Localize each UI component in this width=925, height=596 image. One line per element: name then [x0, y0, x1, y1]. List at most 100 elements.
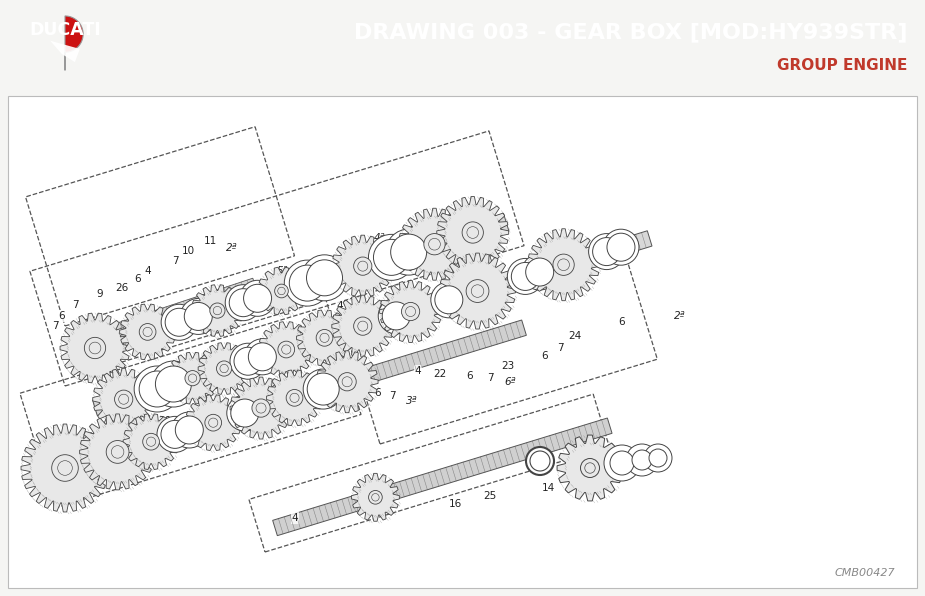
- Text: 6ª: 6ª: [504, 377, 516, 387]
- Circle shape: [585, 462, 595, 473]
- Text: 3ª: 3ª: [406, 396, 418, 406]
- Circle shape: [230, 399, 259, 427]
- Circle shape: [431, 282, 467, 318]
- Circle shape: [353, 317, 372, 336]
- Text: GROUP ENGINE: GROUP ENGINE: [777, 58, 907, 73]
- Text: 17: 17: [92, 433, 105, 443]
- Circle shape: [320, 333, 329, 343]
- Circle shape: [166, 308, 193, 336]
- Circle shape: [342, 377, 352, 387]
- Circle shape: [632, 450, 652, 470]
- Circle shape: [368, 491, 382, 504]
- Text: 26: 26: [324, 353, 337, 363]
- Circle shape: [89, 342, 101, 354]
- Circle shape: [390, 234, 426, 270]
- Circle shape: [161, 305, 197, 340]
- Circle shape: [386, 229, 432, 275]
- Text: 4: 4: [144, 266, 152, 276]
- Circle shape: [507, 259, 543, 294]
- Text: 6ª: 6ª: [142, 316, 154, 326]
- Circle shape: [286, 389, 302, 406]
- Text: 7: 7: [557, 343, 563, 353]
- Polygon shape: [50, 41, 80, 62]
- Circle shape: [303, 369, 343, 409]
- Polygon shape: [92, 368, 154, 430]
- Text: 14: 14: [541, 483, 555, 493]
- Circle shape: [581, 458, 599, 477]
- Circle shape: [649, 449, 667, 467]
- Text: 22: 22: [434, 369, 447, 379]
- Text: 6: 6: [375, 388, 381, 398]
- Circle shape: [52, 455, 79, 482]
- Text: 6: 6: [135, 274, 142, 284]
- Circle shape: [471, 285, 484, 297]
- Text: 6: 6: [619, 317, 625, 327]
- Circle shape: [316, 330, 333, 346]
- Polygon shape: [63, 320, 526, 476]
- Circle shape: [374, 240, 410, 275]
- Circle shape: [214, 306, 222, 315]
- Circle shape: [530, 451, 550, 471]
- Text: 9: 9: [97, 289, 104, 299]
- Circle shape: [57, 461, 72, 476]
- Circle shape: [338, 372, 356, 391]
- Polygon shape: [166, 352, 218, 404]
- Polygon shape: [119, 304, 176, 360]
- Circle shape: [161, 420, 189, 448]
- Text: 13: 13: [611, 467, 624, 477]
- Circle shape: [142, 433, 159, 450]
- Circle shape: [435, 286, 462, 314]
- Circle shape: [401, 302, 420, 321]
- Circle shape: [512, 262, 539, 290]
- Text: 19: 19: [142, 421, 154, 431]
- Circle shape: [553, 254, 574, 275]
- Circle shape: [405, 306, 415, 316]
- Polygon shape: [332, 295, 394, 357]
- Circle shape: [216, 361, 231, 376]
- Circle shape: [209, 418, 217, 427]
- Circle shape: [526, 447, 554, 475]
- Circle shape: [115, 390, 133, 408]
- Circle shape: [146, 437, 155, 446]
- Circle shape: [204, 414, 222, 431]
- Polygon shape: [185, 395, 241, 451]
- Circle shape: [240, 280, 276, 316]
- Polygon shape: [68, 278, 257, 353]
- Circle shape: [588, 234, 624, 269]
- Circle shape: [378, 298, 414, 334]
- Polygon shape: [297, 310, 352, 366]
- Polygon shape: [191, 285, 243, 336]
- Polygon shape: [316, 351, 378, 412]
- Circle shape: [607, 233, 635, 261]
- Text: 5ª: 5ª: [186, 413, 198, 423]
- Circle shape: [234, 347, 262, 375]
- Text: 18: 18: [118, 426, 131, 436]
- Polygon shape: [80, 414, 155, 490]
- Text: 3: 3: [645, 459, 651, 469]
- Text: 3ª: 3ª: [409, 226, 421, 236]
- Text: 23: 23: [501, 361, 514, 371]
- Polygon shape: [352, 473, 400, 522]
- Circle shape: [593, 238, 621, 266]
- Text: 2ª: 2ª: [674, 311, 685, 321]
- Text: 7: 7: [172, 256, 179, 266]
- Polygon shape: [439, 253, 515, 329]
- Circle shape: [558, 259, 570, 271]
- Text: 7: 7: [72, 300, 79, 310]
- Circle shape: [248, 343, 277, 371]
- Text: 16: 16: [341, 358, 354, 368]
- Text: 8: 8: [412, 315, 418, 325]
- Circle shape: [302, 255, 348, 301]
- Circle shape: [143, 327, 153, 337]
- Text: 21: 21: [355, 383, 369, 393]
- Circle shape: [210, 303, 225, 318]
- Circle shape: [278, 341, 295, 358]
- Text: 1ª: 1ª: [159, 326, 171, 336]
- Polygon shape: [332, 235, 394, 297]
- Text: 4: 4: [414, 366, 421, 376]
- Circle shape: [180, 299, 216, 334]
- Circle shape: [111, 446, 124, 458]
- Polygon shape: [527, 229, 599, 301]
- Polygon shape: [273, 418, 612, 536]
- Circle shape: [185, 371, 200, 386]
